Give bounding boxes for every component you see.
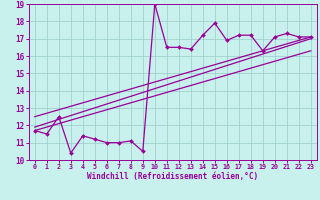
X-axis label: Windchill (Refroidissement éolien,°C): Windchill (Refroidissement éolien,°C) xyxy=(87,172,258,181)
